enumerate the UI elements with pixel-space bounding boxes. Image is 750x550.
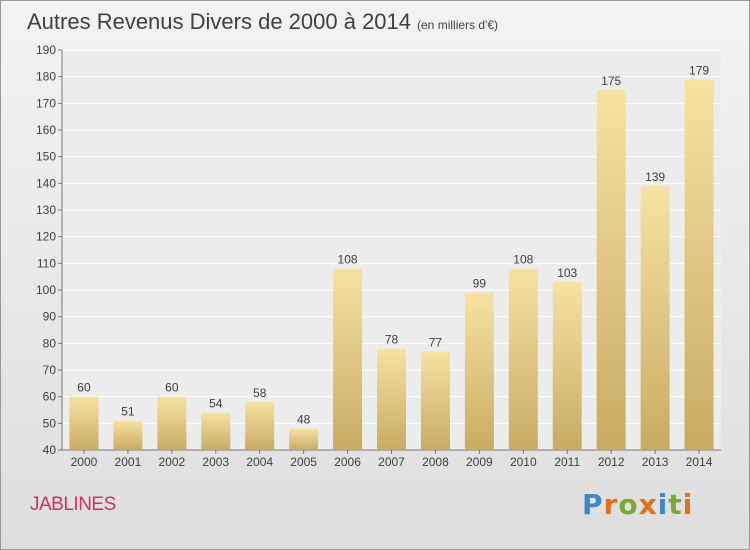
x-tick-label: 2003 — [202, 455, 229, 469]
data-label: 60 — [165, 381, 179, 395]
bar — [333, 268, 363, 450]
bar — [245, 402, 275, 450]
x-tick-label: 2001 — [115, 455, 142, 469]
bar — [289, 428, 319, 450]
y-tick-label: 40 — [43, 443, 57, 457]
logo-letter: P — [582, 488, 604, 521]
x-tick-label: 2008 — [422, 455, 449, 469]
bar — [69, 396, 99, 450]
data-label: 108 — [338, 253, 358, 267]
x-tick-label: 2005 — [290, 455, 317, 469]
logo-letter: i — [657, 488, 669, 521]
y-tick-label: 60 — [43, 390, 57, 404]
x-tick-label: 2004 — [246, 455, 273, 469]
bar — [596, 90, 626, 450]
x-tick-label: 2007 — [378, 455, 405, 469]
y-tick-label: 180 — [36, 70, 56, 84]
bar — [201, 412, 231, 450]
bar — [552, 282, 582, 450]
x-tick-label: 2013 — [642, 455, 669, 469]
data-label: 175 — [601, 74, 621, 88]
bar — [508, 268, 538, 450]
data-label: 179 — [689, 63, 709, 77]
proxiti-logo: Proxiti — [582, 488, 693, 521]
data-label: 78 — [385, 333, 399, 347]
y-tick-label: 70 — [43, 363, 57, 377]
y-tick-label: 110 — [37, 256, 56, 270]
y-tick-label: 150 — [36, 150, 56, 164]
y-tick-label: 50 — [43, 416, 57, 430]
bar — [684, 79, 714, 450]
x-tick-label: 2009 — [466, 455, 493, 469]
data-label: 48 — [297, 413, 311, 427]
y-tick-label: 170 — [36, 96, 56, 110]
data-label: 77 — [429, 335, 443, 349]
bar — [420, 351, 450, 450]
x-tick-label: 2000 — [71, 455, 98, 469]
logo-letter: r — [603, 488, 619, 521]
y-tick-label: 140 — [36, 176, 56, 190]
bar — [113, 420, 143, 450]
y-tick-label: 100 — [36, 283, 56, 297]
commune-name: JABLINES — [30, 494, 116, 515]
data-label: 139 — [645, 170, 665, 184]
data-label: 103 — [557, 266, 577, 280]
y-tick-label: 90 — [43, 310, 57, 324]
x-tick-label: 2014 — [686, 455, 713, 469]
data-label: 54 — [209, 397, 223, 411]
data-label: 58 — [253, 386, 267, 400]
bar — [464, 292, 494, 450]
logo-letter: t — [668, 488, 683, 521]
x-tick-label: 2012 — [598, 455, 625, 469]
data-label: 108 — [513, 253, 533, 267]
logo-letter: o — [618, 488, 639, 521]
data-label: 51 — [121, 405, 135, 419]
bar — [157, 396, 187, 450]
logo-letter: i — [682, 488, 694, 521]
y-tick-label: 80 — [43, 336, 57, 350]
x-tick-label: 2006 — [334, 455, 361, 469]
chart-title: Autres Revenus Divers de 2000 à 2014 (en … — [27, 9, 498, 35]
x-tick-label: 2010 — [510, 455, 537, 469]
x-tick-label: 2011 — [554, 455, 580, 469]
y-tick-label: 160 — [36, 123, 56, 137]
data-label: 60 — [77, 381, 91, 395]
y-tick-label: 130 — [36, 203, 56, 217]
data-label: 99 — [473, 277, 487, 291]
y-tick-label: 190 — [36, 43, 56, 57]
chart-unit-text: (en milliers d'€) — [417, 18, 498, 32]
bar — [377, 348, 406, 450]
chart-title-text: Autres Revenus Divers de 2000 à 2014 — [27, 9, 412, 34]
logo-letter: x — [638, 488, 658, 521]
x-tick-label: 2002 — [158, 455, 185, 469]
y-tick-label: 120 — [36, 230, 56, 244]
bar — [640, 186, 670, 450]
